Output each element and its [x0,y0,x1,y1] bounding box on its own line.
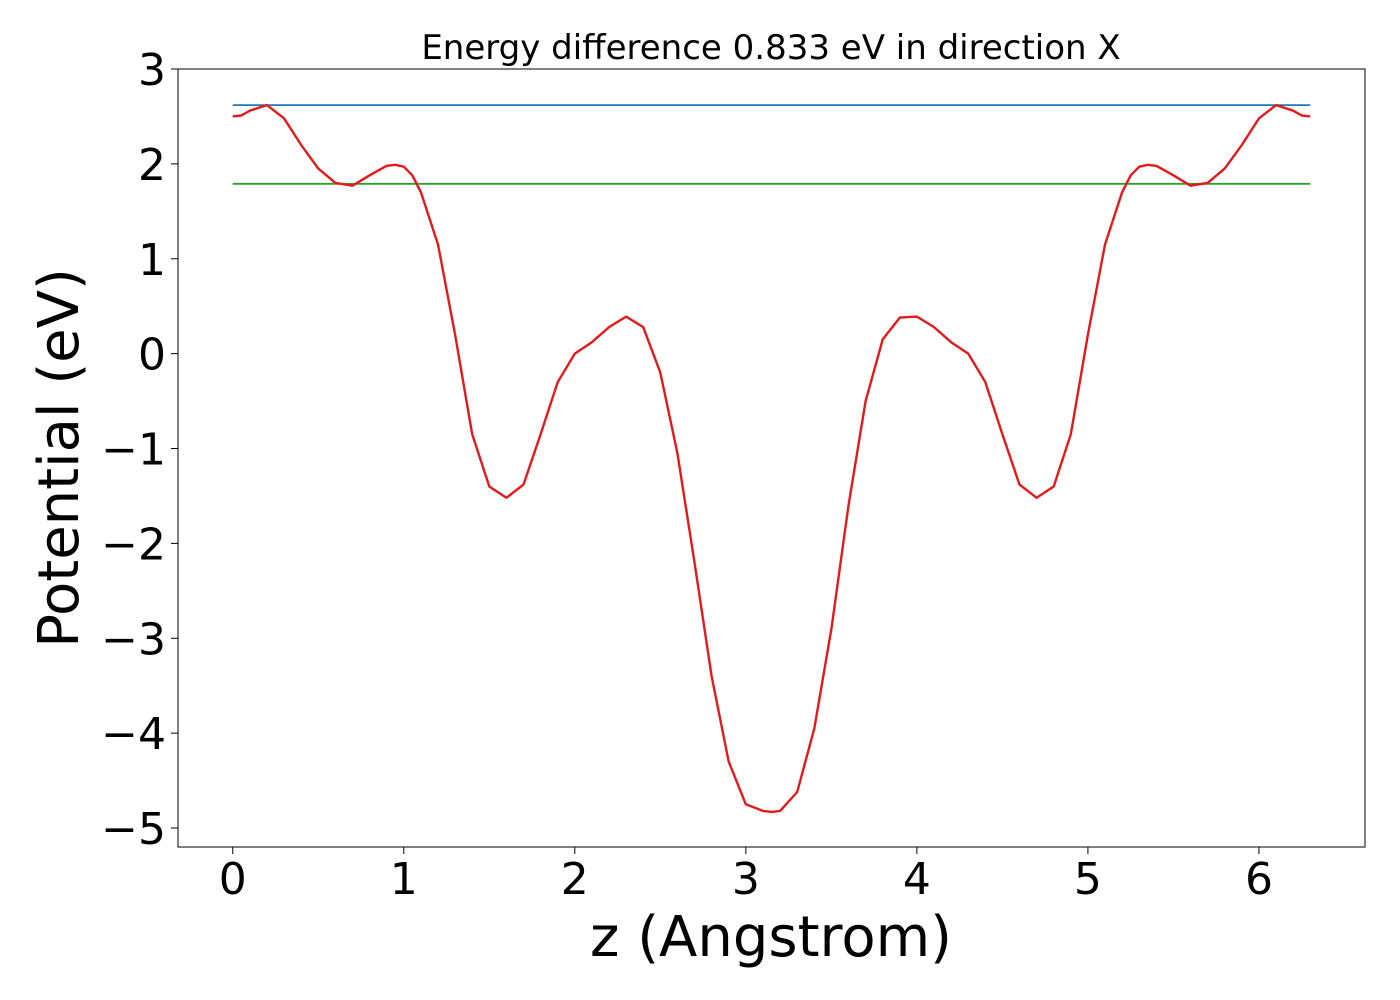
x-tick-label: 0 [219,854,247,905]
series-line-2 [232,103,1311,814]
x-tick-label: 4 [903,854,931,905]
y-tick-label: −5 [101,804,166,855]
y-tick-label: −2 [101,519,166,570]
y-tick-label: 2 [138,140,166,191]
chart-title: Energy difference 0.833 eV in direction … [421,28,1120,68]
x-tick-label: 3 [732,854,760,905]
y-tick-label: −3 [101,614,166,665]
x-tick-label: 6 [1245,854,1273,905]
y-tick-label: 3 [138,45,166,96]
y-axis: 3 2 1 0 −1 −2 −3 −4 −5 [101,45,178,855]
y-tick-label: −4 [101,709,166,760]
y-tick-label: 0 [138,330,166,381]
x-tick-label: 5 [1074,854,1102,905]
series-group [232,103,1311,814]
y-tick-label: 1 [138,235,166,286]
y-tick-label: −1 [101,425,166,476]
x-tick-label: 2 [561,854,589,905]
plot-frame [177,68,1366,848]
y-axis-label: Potential (eV) [27,268,92,648]
x-axis-label: z (Angstrom) [590,905,952,970]
x-tick-label: 1 [390,854,418,905]
x-axis: 0 1 2 3 4 5 6 [219,847,1273,905]
plot-area [178,69,1365,847]
